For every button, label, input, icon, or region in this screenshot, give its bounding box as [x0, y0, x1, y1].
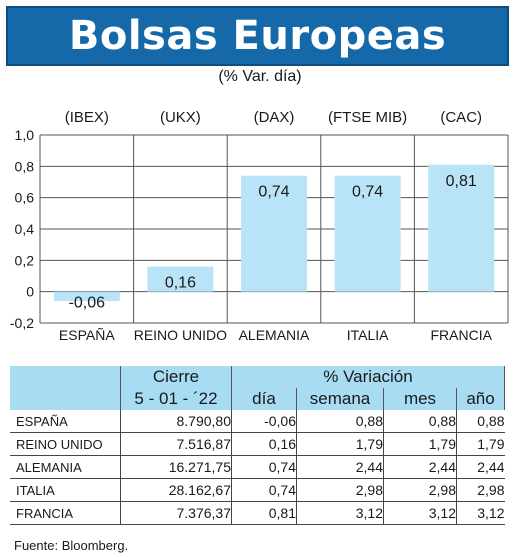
- y-tick-label: 0,8: [15, 158, 35, 174]
- market-table: Cierre % Variación 5 - 01 - ´22 día sema…: [10, 366, 505, 525]
- index-label: (IBEX): [65, 109, 109, 126]
- cell-mes: 2,44: [383, 455, 457, 479]
- cell-cierre: 7.516,87: [120, 432, 232, 456]
- category-label: ESPAÑA: [59, 327, 115, 343]
- page-title: Bolsas Europeas: [68, 13, 447, 59]
- cell-cierre: 28.162,67: [120, 478, 232, 502]
- bar: [147, 266, 214, 292]
- cell-country: FRANCIA: [10, 501, 121, 525]
- bar: [53, 291, 120, 302]
- cell-semana: 3,12: [296, 501, 384, 525]
- cell-dia: -0,06: [231, 410, 297, 433]
- subtitle: (% Var. día): [218, 68, 302, 85]
- value-label: 0,74: [258, 184, 289, 201]
- cell-dia: 0,74: [231, 478, 297, 502]
- bar-chart: -0,2 0 0,2 0,4 0,6 0,8 1,0 -0,06 (IBEX) ESPAÑA 0,1…: [10, 109, 509, 343]
- cell-cierre: 7.376,37: [120, 501, 232, 525]
- header-date: 5 - 01 - ´22: [120, 388, 232, 410]
- cell-semana: 0,88: [296, 410, 384, 433]
- header-mes: mes: [383, 388, 457, 410]
- cell-mes: 0,88: [383, 410, 457, 433]
- table-row: FRANCIA 7.376,37 0,81 3,12 3,12 3,12: [10, 501, 505, 525]
- title-banner: Bolsas Europeas: [6, 6, 509, 66]
- y-tick-label: 1,0: [15, 127, 35, 143]
- cell-country: ALEMANIA: [10, 455, 121, 479]
- cell-mes: 2,98: [383, 478, 457, 502]
- cell-country: REINO UNIDO: [10, 432, 121, 456]
- category-label: FRANCIA: [430, 327, 492, 343]
- cell-country: ITALIA: [10, 478, 121, 502]
- category-label: REINO UNIDO: [134, 327, 227, 343]
- bar: [428, 164, 495, 292]
- index-label: (FTSE MIB): [328, 109, 407, 126]
- value-label: 0,74: [352, 184, 383, 201]
- header-dia: día: [231, 388, 297, 410]
- cell-ano: 2,98: [456, 478, 505, 502]
- table-body: ESPAÑA 8.790,80 -0,06 0,88 0,88 0,88 REINO UNI…: [10, 410, 505, 525]
- index-label: (UKX): [160, 109, 201, 126]
- table-row: ESPAÑA 8.790,80 -0,06 0,88 0,88 0,88: [10, 410, 505, 433]
- category-label: ALEMANIA: [239, 327, 310, 343]
- cell-mes: 3,12: [383, 501, 457, 525]
- y-tick-label: 0: [26, 284, 34, 300]
- index-label: (CAC): [440, 109, 482, 126]
- table-row: ALEMANIA 16.271,75 0,74 2,44 2,44 2,44: [10, 455, 505, 479]
- cell-ano: 0,88: [456, 410, 505, 433]
- value-label: -0,06: [69, 295, 106, 312]
- y-tick-label: 0,4: [15, 221, 35, 237]
- bar: [334, 175, 401, 292]
- y-tick-label: -0,2: [10, 315, 34, 331]
- cell-semana: 2,44: [296, 455, 384, 479]
- cell-cierre: 16.271,75: [120, 455, 232, 479]
- header-cierre: Cierre: [120, 366, 232, 388]
- cell-semana: 2,98: [296, 478, 384, 502]
- cell-semana: 1,79: [296, 432, 384, 456]
- value-label: 0,16: [165, 275, 196, 292]
- table-row: REINO UNIDO 7.516,87 0,16 1,79 1,79 1,79: [10, 432, 505, 456]
- y-tick-label: 0,2: [15, 252, 35, 268]
- index-label: (DAX): [254, 109, 295, 126]
- cell-dia: 0,16: [231, 432, 297, 456]
- value-label: 0,81: [446, 173, 477, 190]
- cell-dia: 0,81: [231, 501, 297, 525]
- cell-cierre: 8.790,80: [120, 410, 232, 433]
- bar: [241, 175, 307, 292]
- y-tick-label: 0,6: [15, 190, 35, 206]
- table-row: ITALIA 28.162,67 0,74 2,98 2,98 2,98: [10, 478, 505, 502]
- cell-country: ESPAÑA: [10, 410, 121, 433]
- header-variacion: % Variación: [231, 366, 505, 388]
- category-label: ITALIA: [347, 327, 389, 343]
- cell-ano: 3,12: [456, 501, 505, 525]
- cell-dia: 0,74: [231, 455, 297, 479]
- header-semana: semana: [296, 388, 384, 410]
- cell-mes: 1,79: [383, 432, 457, 456]
- cell-ano: 1,79: [456, 432, 505, 456]
- header-spacer: [10, 366, 121, 388]
- source-note: Fuente: Bloomberg.: [14, 538, 129, 553]
- cell-ano: 2,44: [456, 455, 505, 479]
- header-ano: año: [456, 388, 505, 410]
- header-spacer-2: [10, 388, 121, 410]
